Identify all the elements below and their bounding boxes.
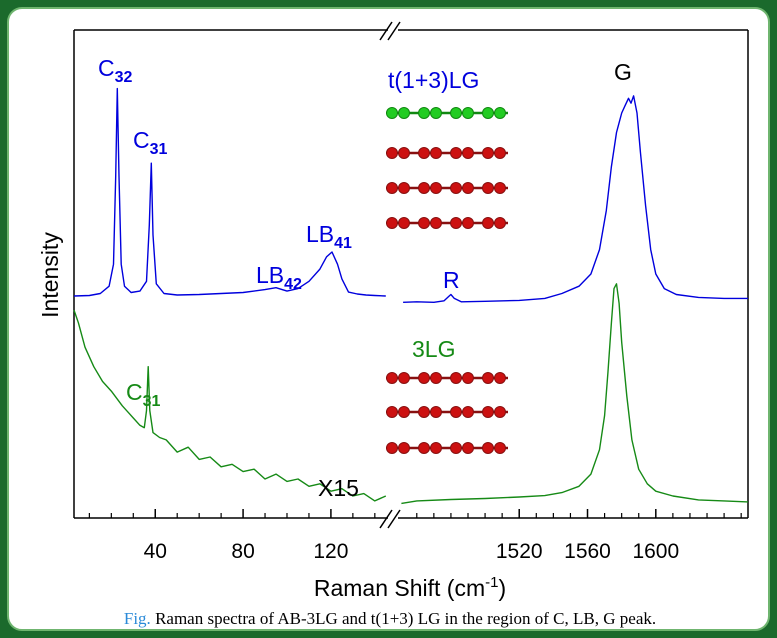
lattice-atom [494,182,506,194]
lattice-atom [430,107,442,119]
lattice-atom [462,147,474,159]
lattice-atom [430,442,442,454]
annotation: LB41 [306,221,352,252]
x-tick-label: 40 [144,540,167,563]
lattice-atom [450,442,462,454]
lattice-atom [462,217,474,229]
lattice-atom [482,406,494,418]
x-axis-label: Raman Shift (cm-1) [314,574,506,601]
lattice-atom [494,406,506,418]
lattice-atom [418,182,430,194]
lattice-atom [418,107,430,119]
x-tick-label: 1520 [496,540,543,563]
lattice-atom [450,406,462,418]
annotation: G [614,59,632,85]
lattice-atom [430,147,442,159]
lattice-atom [482,182,494,194]
lattice-atom [462,406,474,418]
lattice-atom [386,406,398,418]
lattice-atom [418,406,430,418]
lattice-atom [430,406,442,418]
lattice-atom [398,372,410,384]
lattice-atom [418,372,430,384]
y-axis-label: Intensity [37,232,63,318]
x-tick-label: 1560 [564,540,611,563]
x-tick-label: 80 [231,540,254,563]
series-label: 3LG [412,336,455,362]
lattice-atom [430,182,442,194]
plot [73,21,749,529]
lattice-atom [418,442,430,454]
annotation: X15 [318,475,359,501]
lattice-atom [398,406,410,418]
lattice-atom [462,107,474,119]
spectrum-line [403,95,748,303]
lattice-atom [482,442,494,454]
panel [7,7,770,631]
lattice-atom [482,107,494,119]
lattice-atom [386,107,398,119]
lattice-atom [430,217,442,229]
lattice-atom [398,147,410,159]
series-label: t(1+3)LG [388,67,479,93]
lattice-atom [450,182,462,194]
spectrum-line [401,283,749,505]
annotation: C31 [133,127,168,158]
lattice-atom [482,217,494,229]
annotation: C31 [126,379,161,410]
lattice-atom [494,372,506,384]
lattice-atom [450,107,462,119]
lattice-atom [482,147,494,159]
lattice-atom [430,372,442,384]
lattice-atom [494,147,506,159]
lattice-atom [462,182,474,194]
annotation: LB42 [256,262,302,293]
lattice-atom [494,217,506,229]
lattice-atom [386,147,398,159]
lattice-atom [462,442,474,454]
spectrum-line [73,309,387,502]
lattice-atom [450,217,462,229]
lattice-atom [482,372,494,384]
lattice-atom [494,442,506,454]
lattice-atom [418,147,430,159]
lattice-atom [386,372,398,384]
lattice-atom [386,182,398,194]
lattice-atom [386,217,398,229]
lattice-atom [398,442,410,454]
annotation: R [443,267,460,293]
lattice-atom [450,147,462,159]
lattice-atom [398,182,410,194]
axis-break [379,509,401,529]
axes [73,21,749,529]
lattice-illustration [386,107,508,454]
spectrum-line [73,87,386,297]
x-tick-label: 1600 [632,540,679,563]
annotation: C32 [98,55,133,86]
axis-break [379,21,401,41]
lattice-atom [398,107,410,119]
lattice-atom [418,217,430,229]
lattice-atom [450,372,462,384]
lattice-atom [398,217,410,229]
lattice-atom [462,372,474,384]
lattice-atom [494,107,506,119]
x-tick-label: 120 [313,540,348,563]
lattice-atom [386,442,398,454]
caption: Fig. Raman spectra of AB-3LG and t(1+3) … [124,609,656,628]
